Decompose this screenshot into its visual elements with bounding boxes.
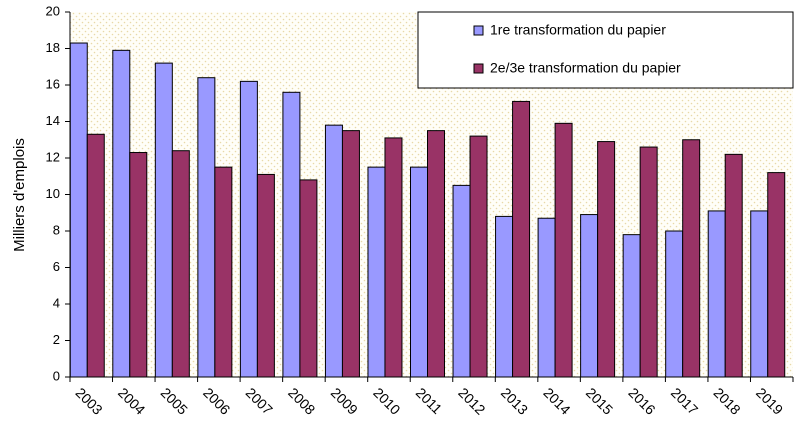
x-tick-label: 2019: [753, 384, 786, 417]
bar: [112, 49, 131, 378]
bar: [129, 152, 148, 378]
bar: [69, 42, 88, 378]
x-tick-label: 2015: [583, 384, 616, 417]
bar: [384, 137, 403, 378]
x-tick-label: 2012: [455, 384, 488, 417]
bar: [580, 214, 599, 378]
x-tick-label: 2005: [158, 384, 191, 417]
bar: [707, 210, 726, 378]
bar: [682, 139, 701, 378]
bar: [86, 133, 105, 378]
x-tick-label: 2009: [328, 384, 361, 417]
y-tick-label: 16: [46, 76, 60, 91]
x-tick-label: 2014: [540, 384, 573, 417]
x-tick-label: 2006: [200, 384, 233, 417]
x-tick-label: 2008: [285, 384, 318, 417]
y-tick-label: 8: [53, 222, 60, 237]
bar: [214, 166, 233, 378]
bar: [154, 62, 173, 378]
legend-swatch: [473, 63, 484, 74]
x-tick-label: 2010: [370, 384, 403, 417]
y-axis-label: Milliers d'emplois: [11, 138, 28, 252]
legend-box: [417, 11, 794, 89]
bar: [665, 230, 684, 378]
bar: [410, 166, 428, 378]
bar: [750, 210, 769, 378]
x-tick-label: 2017: [668, 384, 701, 417]
bar: [495, 215, 514, 378]
y-tick-label: 14: [46, 113, 60, 128]
bar: [639, 146, 658, 378]
x-tick-label: 2016: [625, 384, 658, 417]
y-tick-label: 10: [46, 186, 60, 201]
legend-label: 2e/3e transformation du papier: [490, 60, 681, 76]
bar: [537, 217, 556, 378]
bar: [282, 91, 301, 378]
bar: [239, 80, 258, 378]
bar: [367, 166, 386, 378]
y-tick-label: 4: [53, 295, 60, 310]
bar: [622, 234, 641, 378]
bar: [299, 179, 318, 378]
bar: [452, 184, 471, 378]
y-tick-label: 2: [53, 332, 60, 347]
x-tick-label: 2004: [115, 384, 148, 417]
y-tick-label: 6: [53, 259, 60, 274]
bar: [767, 172, 786, 378]
bar: [171, 150, 190, 378]
y-tick-label: 0: [53, 368, 60, 383]
y-tick-label: 20: [46, 3, 60, 18]
bar: [724, 153, 743, 378]
y-tick-label: 12: [46, 149, 60, 164]
bar: [197, 77, 216, 378]
bar: [512, 100, 531, 378]
legend-label: 1re transformation du papier: [490, 22, 666, 38]
legend-swatch: [473, 25, 484, 36]
x-tick-label: 2003: [73, 384, 106, 417]
x-tick-label: 2011: [413, 384, 446, 417]
x-tick-label: 2013: [498, 384, 531, 417]
bar: [554, 122, 573, 378]
bar: [469, 135, 488, 378]
bar: [324, 124, 343, 378]
bar: [256, 173, 275, 378]
x-tick-label: 2007: [243, 384, 276, 417]
x-tick-label: 2018: [710, 384, 743, 417]
bar: [597, 141, 616, 378]
bar: [427, 130, 445, 378]
y-tick-label: 18: [46, 40, 60, 55]
bar: [341, 130, 360, 378]
